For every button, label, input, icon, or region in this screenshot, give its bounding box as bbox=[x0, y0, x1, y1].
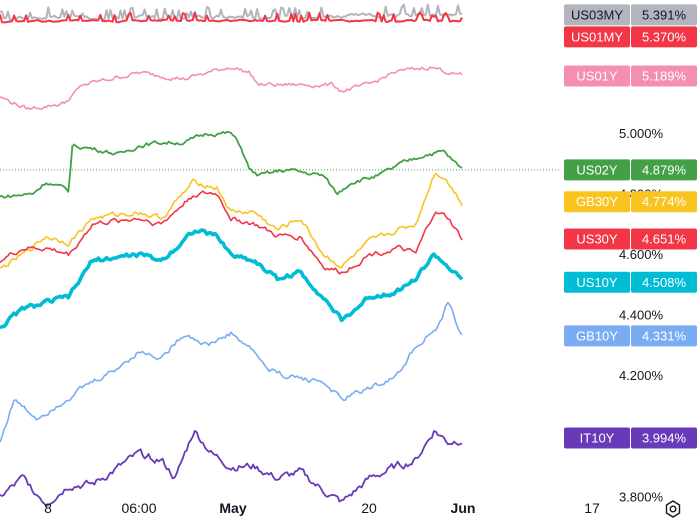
badge-gb30y[interactable]: GB30Y 4.774% bbox=[564, 191, 697, 213]
badge-symbol: US30Y bbox=[576, 232, 618, 247]
series-line-us01y bbox=[0, 66, 463, 110]
badge-us01y[interactable]: US01Y 5.189% bbox=[564, 65, 697, 87]
series-line-us02y bbox=[0, 130, 463, 199]
series-line-gb30y bbox=[0, 172, 463, 269]
last-value-labels[interactable]: US03MY 5.391% US01MY 5.370% US01Y 5.189% US02Y… bbox=[564, 4, 697, 449]
series-line-us01my bbox=[0, 11, 463, 24]
badge-symbol: US01Y bbox=[576, 69, 618, 84]
badge-symbol: US02Y bbox=[576, 162, 618, 177]
y-tick-label: 5.000% bbox=[619, 126, 664, 141]
badge-value: 4.508% bbox=[642, 275, 687, 290]
x-tick-label: 06:00 bbox=[121, 500, 156, 516]
x-tick-label: May bbox=[219, 500, 246, 516]
series-line-us03my bbox=[0, 3, 463, 21]
series-line-gb10y bbox=[0, 301, 463, 443]
x-tick-label: 8 bbox=[44, 500, 52, 516]
badge-value: 4.879% bbox=[642, 162, 687, 177]
badge-us01my[interactable]: US01MY 5.370% bbox=[564, 26, 697, 48]
series-line-it10y bbox=[0, 429, 463, 507]
badge-value: 4.651% bbox=[642, 232, 687, 247]
badge-value: 5.391% bbox=[642, 7, 687, 22]
y-axis: 5.000%4.800%4.600%4.400%4.200%3.800% bbox=[619, 126, 664, 504]
x-axis: 8 06:00 May 20 Jun 17 bbox=[44, 500, 600, 516]
badge-it10y[interactable]: IT10Y 3.994% bbox=[564, 427, 697, 449]
series-line-us30y bbox=[0, 190, 463, 275]
y-tick-label: 4.400% bbox=[619, 308, 664, 323]
badge-us03my[interactable]: US03MY 5.391% bbox=[564, 4, 697, 26]
badge-us30y[interactable]: US30Y 4.651% bbox=[564, 228, 697, 250]
settings-gear-icon[interactable] bbox=[663, 499, 683, 519]
badge-gb10y[interactable]: GB10Y 4.331% bbox=[564, 325, 697, 347]
y-tick-label: 3.800% bbox=[619, 489, 664, 504]
x-tick-label: Jun bbox=[451, 500, 476, 516]
series-layer bbox=[0, 3, 464, 507]
badge-symbol: GB10Y bbox=[576, 328, 618, 343]
y-tick-label: 4.200% bbox=[619, 368, 664, 383]
badge-symbol: US01MY bbox=[571, 29, 623, 44]
badge-value: 4.331% bbox=[642, 328, 687, 343]
x-tick-label: 20 bbox=[361, 500, 377, 516]
badge-value: 4.774% bbox=[642, 194, 687, 209]
badge-symbol: GB30Y bbox=[576, 194, 618, 209]
badge-value: 3.994% bbox=[642, 431, 687, 446]
badge-value: 5.370% bbox=[642, 29, 687, 44]
badge-value: 5.189% bbox=[642, 69, 687, 84]
badge-symbol: US10Y bbox=[576, 275, 618, 290]
x-tick-label: 17 bbox=[584, 500, 600, 516]
badge-symbol: US03MY bbox=[571, 7, 623, 22]
badge-us02y[interactable]: US02Y 4.879% bbox=[564, 159, 697, 181]
badge-us10y[interactable]: US10Y 4.508% bbox=[564, 271, 697, 293]
y-tick-label: 4.600% bbox=[619, 247, 664, 262]
badge-symbol: IT10Y bbox=[580, 431, 615, 446]
series-line-us10y bbox=[0, 228, 464, 330]
